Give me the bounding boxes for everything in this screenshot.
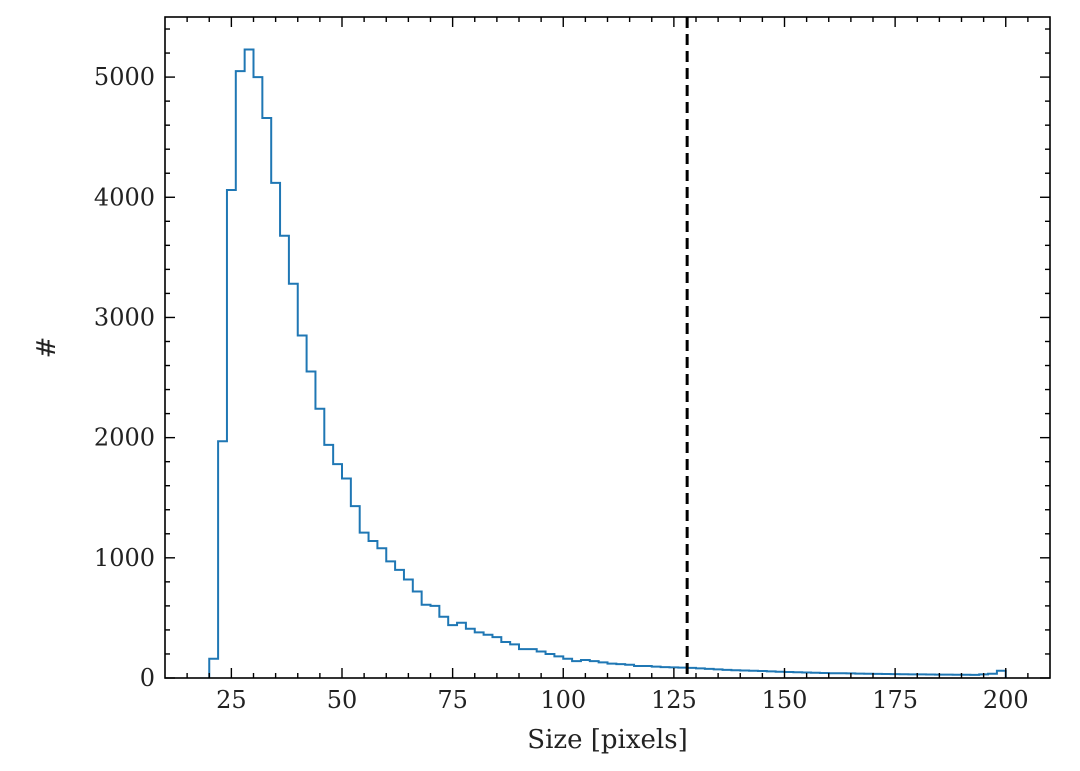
x-tick-label: 75	[437, 686, 468, 714]
x-tick-label: 150	[762, 686, 808, 714]
x-tick-label: 175	[872, 686, 918, 714]
y-tick-label: 4000	[94, 183, 155, 211]
x-axis-label: Size [pixels]	[527, 725, 687, 755]
plot-area	[208, 17, 1007, 678]
y-tick-label: 1000	[94, 544, 155, 572]
y-tick-label: 2000	[94, 424, 155, 452]
y-tick-label: 3000	[94, 303, 155, 331]
axis-ticks: 25 50 75 100 125 150 175 2000100020003000400050…	[94, 17, 1050, 714]
x-tick-label: 125	[651, 686, 697, 714]
y-tick-label: 5000	[94, 63, 155, 91]
y-axis-label: #	[32, 337, 62, 359]
x-tick-label: 100	[540, 686, 586, 714]
x-tick-label: 25	[216, 686, 247, 714]
x-tick-label: 200	[983, 686, 1029, 714]
plot-frame	[164, 16, 1051, 679]
x-tick-label: 50	[327, 686, 358, 714]
y-tick-label: 0	[140, 664, 155, 692]
histogram-series-0	[208, 48, 1007, 678]
